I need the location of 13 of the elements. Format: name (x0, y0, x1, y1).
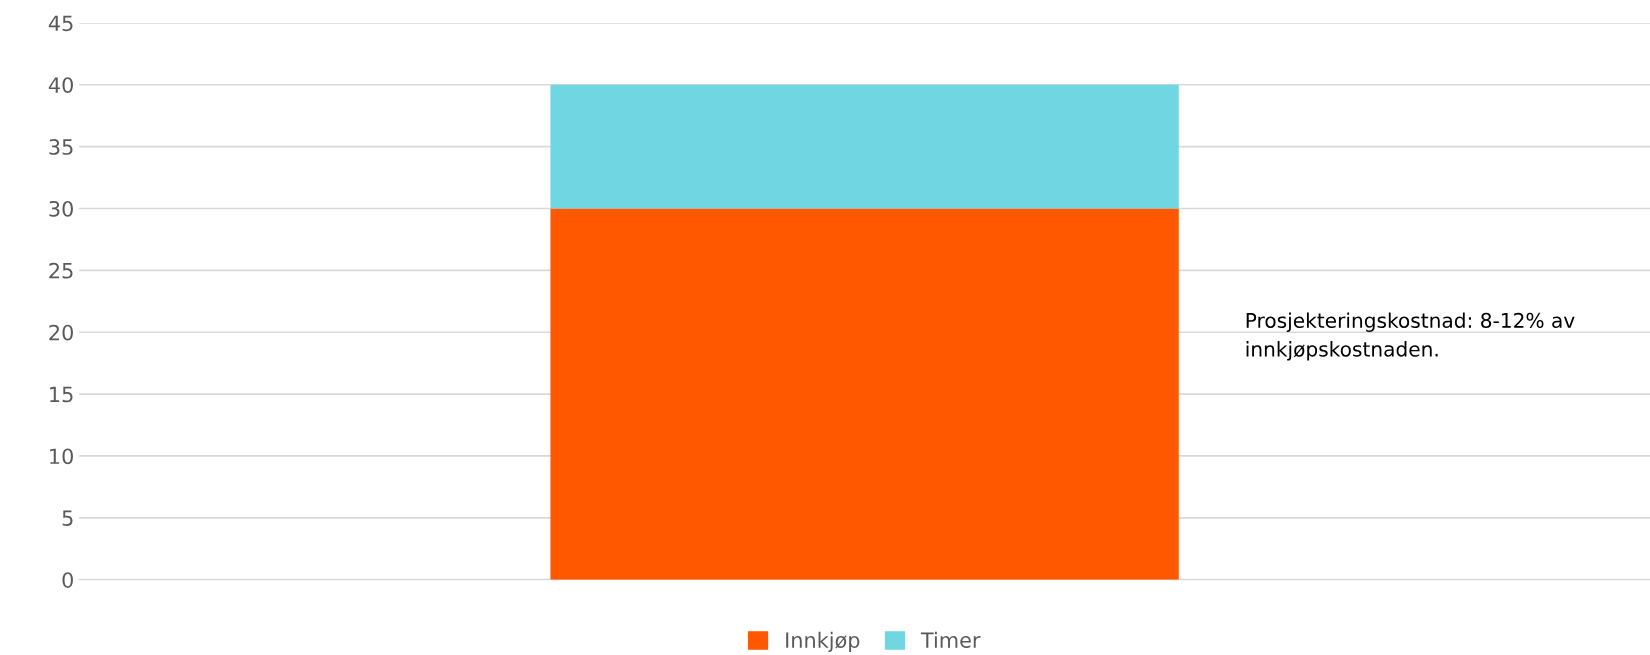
y-tick-label: 40 (48, 77, 73, 93)
y-tick-label: 10 (50, 448, 73, 465)
y-tick-label: 25 (49, 262, 73, 279)
y-tick-label: 0 (62, 572, 73, 588)
y-tick-label: 5 (62, 510, 73, 527)
y-tick-label: 30 (49, 200, 73, 217)
annotation: Prosjekteringskostnad: 8-12% av innkjøpskostnaden. (1246, 312, 1575, 361)
legend-label: Innkjøp (786, 631, 860, 652)
y-tick-label: 20 (49, 324, 73, 341)
legend-label: Timer (920, 631, 981, 648)
y-tick-label: 45 (48, 15, 73, 32)
y-tick-label: 15 (50, 386, 73, 403)
y-tick-label: 35 (49, 139, 73, 155)
